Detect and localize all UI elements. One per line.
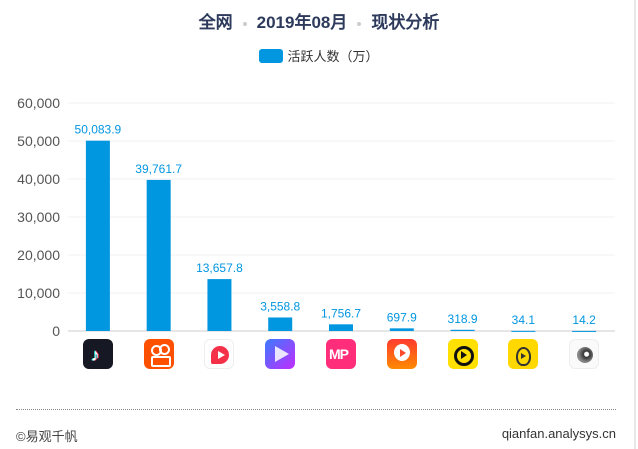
y-tick-label: 20,000 xyxy=(17,247,60,263)
huoshan-icon xyxy=(386,339,417,369)
lishipin-glyph xyxy=(516,347,532,366)
kuaishou-icon xyxy=(143,339,174,369)
bar-value-label: 697.9 xyxy=(387,310,417,324)
lishipin-glyph xyxy=(521,353,527,359)
bar-value-label: 39,761.7 xyxy=(135,162,182,176)
haokan-icon xyxy=(265,339,296,369)
haokan-glyph xyxy=(275,346,290,362)
chart-title: 全网 2019年08月 现状分析 xyxy=(0,8,638,33)
bar-value-label: 1,756.7 xyxy=(321,306,361,320)
huoshan-glyph xyxy=(399,349,406,357)
bar-value-label: 318.9 xyxy=(448,312,478,326)
bar-value-label: 34.1 xyxy=(512,313,536,327)
bar xyxy=(268,317,293,331)
miaopai-glyph xyxy=(453,346,474,366)
miaopai-icon xyxy=(447,339,478,369)
footer-source: qianfan.analysys.cn xyxy=(501,426,616,441)
kuaishou-glyph xyxy=(150,356,171,367)
other-glyph xyxy=(577,347,594,363)
bar-value-label: 14.2 xyxy=(572,313,596,327)
title-separator xyxy=(357,21,362,26)
meipai-icon: MP xyxy=(326,339,356,369)
title-date: 2019年08月 xyxy=(256,13,348,32)
bar xyxy=(146,179,171,331)
y-tick-label: 50,000 xyxy=(17,133,60,149)
meipai-glyph: MP xyxy=(329,346,349,362)
lishipin-icon xyxy=(508,339,539,369)
legend-swatch xyxy=(259,48,284,63)
miaopai-glyph xyxy=(460,351,467,359)
y-tick-label: 10,000 xyxy=(17,285,60,301)
title-separator xyxy=(242,21,247,26)
bar xyxy=(329,324,353,331)
bar xyxy=(450,329,475,331)
legend-label: 活跃人数（万） xyxy=(287,49,379,64)
bar xyxy=(207,279,232,331)
title-analysis: 现状分析 xyxy=(371,13,440,32)
weishi-glyph xyxy=(218,351,226,359)
other-icon xyxy=(569,339,600,369)
bar-value-label: 13,657.8 xyxy=(196,261,243,275)
title-scope: 全网 xyxy=(198,13,233,32)
bar xyxy=(572,330,597,332)
bar xyxy=(389,328,414,331)
bar xyxy=(85,140,110,331)
weishi-icon xyxy=(204,339,235,369)
bar-value-label: 50,083.9 xyxy=(75,123,122,137)
footer-divider xyxy=(16,409,616,410)
douyin-glyph: ♪ xyxy=(90,345,100,365)
bar-value-label: 3,558.8 xyxy=(260,299,300,313)
y-tick-label: 60,000 xyxy=(17,95,60,111)
footer-copyright: ©易观千帆 xyxy=(16,429,78,444)
legend[interactable]: 活跃人数（万） xyxy=(0,46,638,65)
y-tick-label: 0 xyxy=(52,323,60,339)
y-tick-label: 40,000 xyxy=(17,171,60,187)
douyin-icon: ♪ xyxy=(82,339,113,369)
kuaishou-glyph xyxy=(158,344,170,355)
y-tick-label: 30,000 xyxy=(17,209,60,225)
bar xyxy=(511,330,536,332)
